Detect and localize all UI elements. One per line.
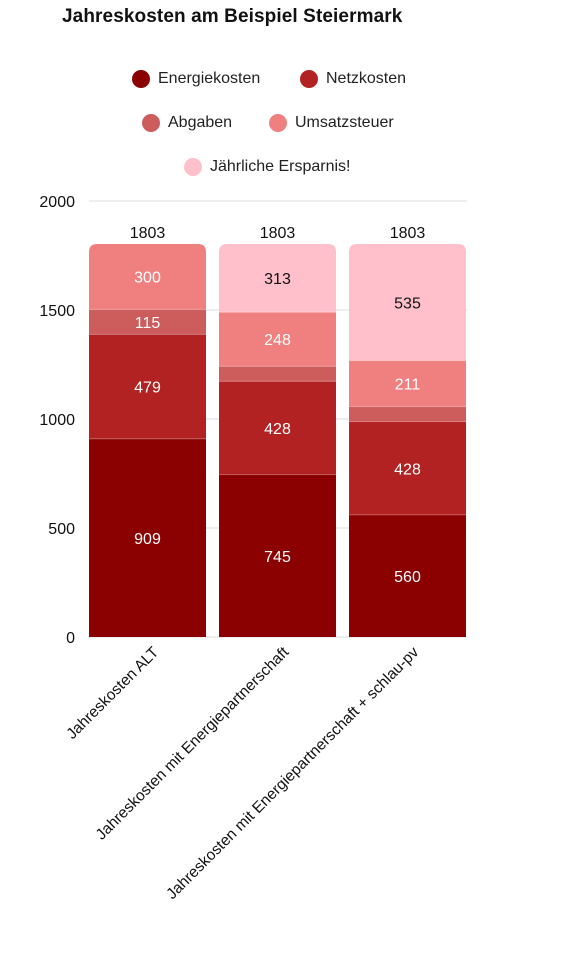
legend-label-energiekosten: Energiekosten [158,70,261,87]
legend-swatch-netzkosten [300,70,318,88]
bar-stack [89,243,206,637]
bar-segment[interactable] [349,406,466,422]
bar-stack [219,243,336,637]
legend-swatch-umsatzsteuer [269,114,287,132]
legend-item-jaehrliche-ersparnis[interactable]: Jährliche Ersparnis! [184,158,351,176]
data-label: 211 [395,377,421,394]
bar-segment[interactable] [89,309,206,335]
data-label: 115 [135,315,161,332]
data-label: 313 [264,271,291,288]
y-tick-label: 500 [48,521,75,538]
bar-segment[interactable] [219,312,336,367]
total-label: 1803 [130,225,166,242]
legend-label-netzkosten: Netzkosten [326,70,407,87]
legend-item-umsatzsteuer[interactable]: Umsatzsteuer [269,114,394,132]
bar-segment[interactable] [219,243,336,313]
total-label: 1803 [260,225,296,242]
legend-swatch-abgaben [142,114,160,132]
legend-item-netzkosten[interactable]: Netzkosten [300,70,406,88]
data-label: 560 [394,569,421,586]
bar-segment[interactable] [89,243,206,310]
data-label: 428 [264,421,291,438]
chart-title: Jahreskosten am Beispiel Steiermark [62,6,403,27]
legend-swatch-energiekosten [132,70,150,88]
data-label: 248 [264,332,291,349]
legend-label-abgaben: Abgaben [168,114,233,131]
y-tick-label: 2000 [39,194,75,211]
bar-segment[interactable] [89,438,206,637]
bar-segment[interactable] [349,243,466,361]
y-tick-label: 1500 [39,303,75,320]
legend-item-energiekosten[interactable]: Energiekosten [132,70,260,88]
bar-segment[interactable] [349,514,466,637]
category-label: Jahreskosten mit Energiepartnerschaft + … [163,644,422,903]
data-label: 745 [264,549,291,566]
total-label: 1803 [390,225,426,242]
bar-segment[interactable] [219,474,336,637]
bar-segment[interactable] [349,360,466,407]
data-label: 300 [134,270,161,287]
bar-segment[interactable] [89,334,206,439]
legend-label-jaehrliche-ersparnis: Jährliche Ersparnis! [210,158,351,175]
legend-label-umsatzsteuer: Umsatzsteuer [295,114,394,131]
bar-segment[interactable] [219,366,336,382]
bar-segment[interactable] [219,381,336,475]
data-label: 909 [134,531,161,548]
y-tick-label: 1000 [39,412,75,429]
y-tick-label: 0 [66,630,75,647]
legend-item-abgaben[interactable]: Abgaben [142,114,232,132]
bar-stack [349,243,466,637]
bar-segment[interactable] [349,421,466,515]
data-label: 535 [394,295,421,312]
legend-swatch-jaehrliche-ersparnis [184,158,202,176]
category-label: Jahreskosten ALT [63,643,162,742]
data-label: 428 [394,461,421,478]
data-label: 479 [134,380,161,397]
